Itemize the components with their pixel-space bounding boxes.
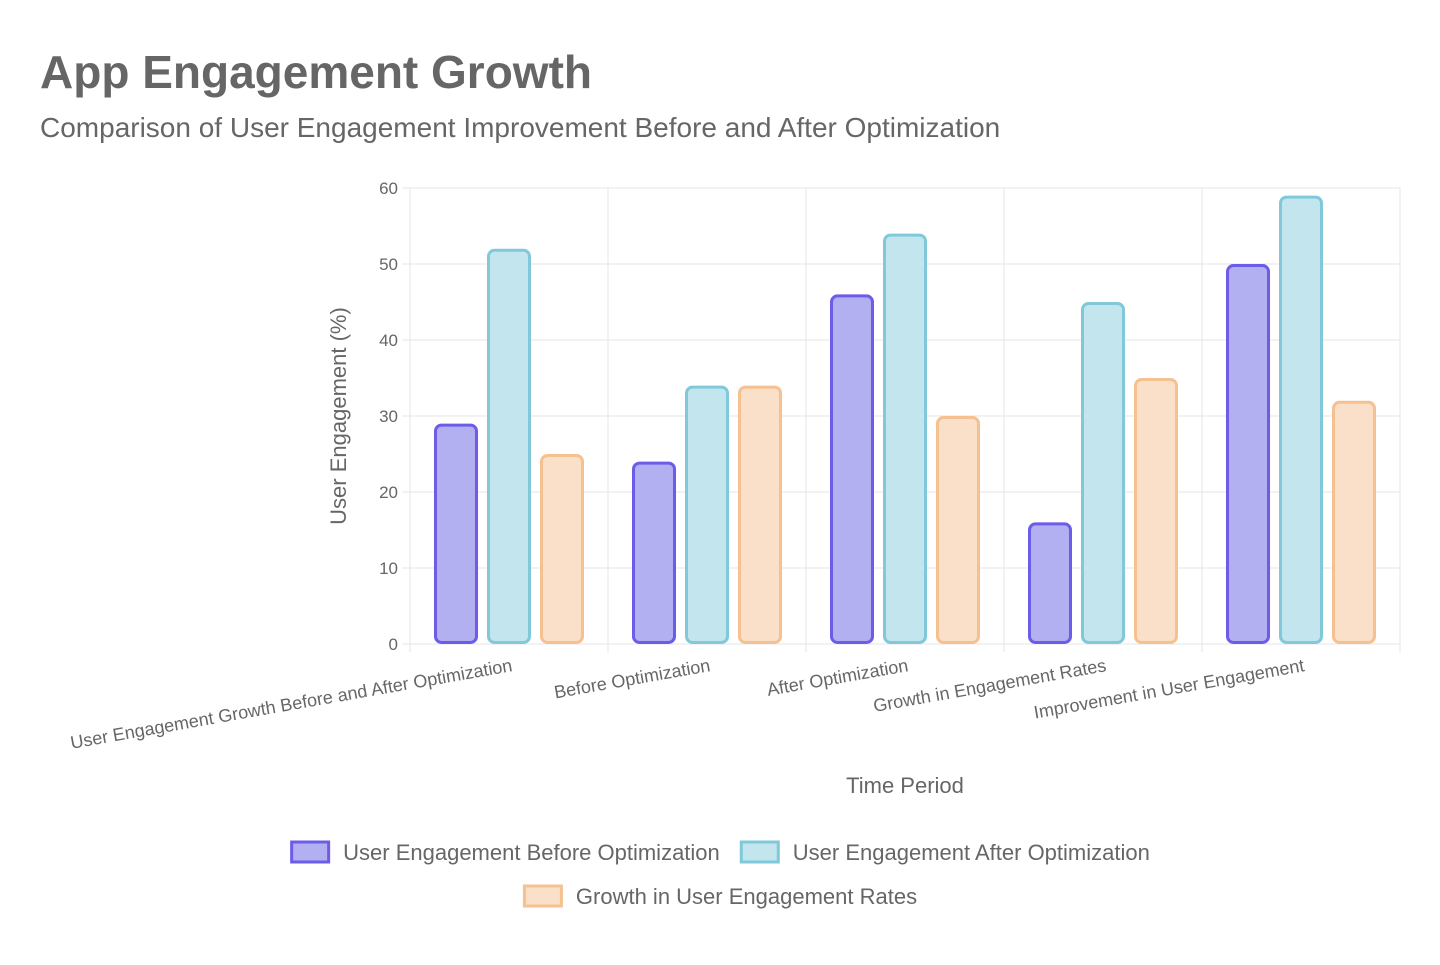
y-tick-label: 40 <box>379 331 398 350</box>
y-tick-label: 10 <box>379 559 398 578</box>
bar <box>434 423 478 644</box>
bar <box>1134 378 1178 644</box>
y-tick-label: 30 <box>379 407 398 426</box>
legend-item[interactable]: User Engagement After Optimization <box>739 840 1150 865</box>
bar <box>1028 522 1072 645</box>
legend-label: User Engagement After Optimization <box>793 840 1150 865</box>
bar <box>1081 302 1125 644</box>
chart-title: App Engagement Growth <box>40 46 592 98</box>
legend-item[interactable]: User Engagement Before Optimization <box>290 840 720 865</box>
bar <box>540 454 584 644</box>
legend-swatch <box>522 884 563 908</box>
bar <box>738 385 782 644</box>
x-tick-label: User Engagement Growth Before and After … <box>69 655 514 753</box>
bar <box>1226 264 1270 644</box>
bars <box>434 195 1376 645</box>
x-axis-label: Time Period <box>846 773 964 798</box>
y-tick-label: 0 <box>389 635 398 654</box>
bar <box>487 248 531 645</box>
y-axis-ticks: 0 10 20 30 40 50 60 <box>379 179 398 654</box>
y-axis-label: User Engagement (%) <box>326 307 351 525</box>
y-tick-label: 20 <box>379 483 398 502</box>
bar <box>1279 195 1323 644</box>
bar <box>1332 400 1376 644</box>
bar <box>632 461 676 644</box>
x-axis-ticks: User Engagement Growth Before and After … <box>69 655 1306 753</box>
legend-label: User Engagement Before Optimization <box>343 840 720 865</box>
chart-subtitle: Comparison of User Engagement Improvemen… <box>40 112 1000 143</box>
y-tick-label: 50 <box>379 255 398 274</box>
legend-swatch <box>290 840 331 864</box>
bar <box>883 233 927 644</box>
legend-item[interactable]: Growth in User Engagement Rates <box>522 884 917 909</box>
bar <box>936 416 980 644</box>
y-tick-label: 60 <box>379 179 398 198</box>
x-tick-label: Before Optimization <box>553 655 712 702</box>
legend: User Engagement Before Optimization User … <box>290 840 1150 909</box>
legend-swatch <box>739 840 780 864</box>
bar <box>830 294 874 644</box>
legend-label: Growth in User Engagement Rates <box>576 884 917 909</box>
bar <box>685 385 729 644</box>
